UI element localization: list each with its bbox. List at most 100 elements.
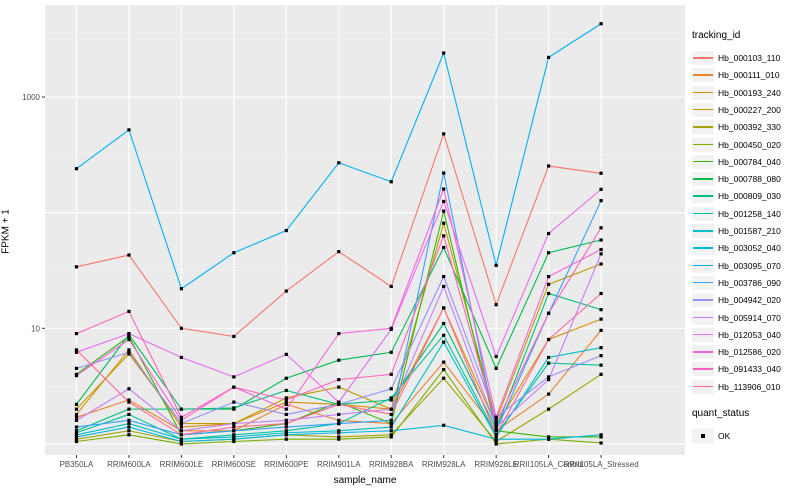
data-point: [442, 284, 446, 289]
quant-ok-key: [692, 429, 714, 443]
data-point: [232, 425, 236, 429]
x-axis-title: sample_name: [333, 475, 397, 486]
data-point: [284, 437, 288, 441]
data-point: [232, 400, 236, 404]
data-point: [442, 245, 446, 250]
data-point: [127, 387, 131, 391]
legend-line-icon: [693, 385, 713, 388]
data-point: [547, 282, 551, 286]
data-point: [179, 415, 183, 419]
data-point: [337, 161, 341, 165]
data-point: [442, 221, 446, 225]
data-point: [284, 412, 288, 417]
data-point: [284, 376, 288, 380]
data-point: [127, 433, 131, 437]
data-point: [599, 372, 603, 376]
data-point: [284, 400, 288, 404]
legend-item-Hb_004942_020: Hb_004942_020: [692, 292, 781, 308]
data-point: [494, 366, 498, 371]
x-tick-label: RRIM600LE: [160, 460, 204, 469]
data-point: [547, 437, 551, 441]
data-point: [547, 251, 551, 255]
data-point: [284, 228, 288, 233]
data-point: [232, 437, 236, 441]
data-point: [389, 180, 393, 184]
data-point: [179, 437, 183, 441]
data-point: [599, 171, 603, 175]
data-point: [442, 306, 446, 310]
data-point: [599, 247, 603, 252]
data-point: [442, 171, 446, 175]
legend-item-Hb_000809_030: Hb_000809_030: [692, 188, 781, 204]
data-point: [442, 340, 446, 344]
data-point: [547, 55, 551, 59]
data-point: [389, 326, 393, 330]
legend-item-label: Hb_000392_330: [718, 122, 781, 133]
legend-item-Hb_012053_040: Hb_012053_040: [692, 327, 781, 343]
data-point: [232, 435, 236, 439]
data-point: [547, 378, 551, 382]
data-point: [337, 378, 341, 382]
x-tick-label: RRII105LA_Stressed: [563, 460, 638, 469]
legend-item-label: Hb_003052_040: [718, 243, 781, 254]
data-point: [599, 435, 603, 439]
data-point: [494, 263, 498, 267]
legend-line-icon: [693, 230, 713, 232]
data-point: [284, 396, 288, 400]
legend-item-label: Hb_000227_200: [718, 104, 781, 115]
data-point: [599, 433, 603, 437]
data-point: [547, 407, 551, 411]
data-point: [337, 400, 341, 404]
legend-item-Hb_003786_090: Hb_003786_090: [692, 275, 781, 291]
data-point: [127, 400, 131, 404]
data-point: [494, 425, 498, 429]
data-point: [599, 226, 603, 230]
legend-title-tracking-id: tracking_id: [692, 30, 741, 41]
data-point: [547, 375, 551, 379]
legend-item-label: Hb_000788_080: [718, 174, 781, 185]
data-point: [179, 326, 183, 330]
data-point: [389, 350, 393, 354]
data-point: [494, 442, 498, 446]
data-point: [337, 250, 341, 254]
x-tick-label: RRIM600PE: [264, 460, 308, 469]
legend-key-swatch: [692, 258, 714, 273]
legend-item-label: Hb_113906_010: [718, 381, 781, 392]
data-point: [232, 385, 236, 389]
legend-item-Hb_000392_330: Hb_000392_330: [692, 119, 781, 135]
legend: tracking_id Hb_000103_110 Hb_000111_010 Hb…: [688, 0, 800, 500]
data-point: [74, 435, 79, 439]
data-point: [337, 385, 341, 389]
legend-item-Hb_091433_040: Hb_091433_040: [692, 361, 781, 377]
data-point: [599, 252, 603, 256]
data-point: [494, 435, 498, 439]
legend-item-label: Hb_000784_040: [718, 156, 781, 167]
legend-item-Hb_113906_010: Hb_113906_010: [692, 379, 780, 395]
data-point: [599, 363, 603, 367]
data-point: [74, 437, 79, 441]
legend-item-Hb_005914_070: Hb_005914_070: [692, 310, 781, 326]
legend-item-Hb_001587_210: Hb_001587_210: [692, 223, 781, 239]
legend-key-swatch: [692, 154, 714, 169]
data-point: [337, 437, 341, 441]
data-point: [547, 435, 551, 439]
data-point: [599, 187, 603, 191]
data-point: [599, 262, 603, 266]
legend-line-icon: [693, 195, 713, 197]
legend-item-Hb_001258_140: Hb_001258_140: [692, 206, 781, 222]
legend-item-label: Hb_004942_020: [718, 295, 781, 306]
data-point: [179, 418, 183, 422]
data-point: [547, 291, 551, 296]
x-tick-label: RRIM928LA: [422, 460, 466, 469]
legend-item-Hb_000450_020: Hb_000450_020: [692, 137, 781, 153]
legend-line-icon: [693, 247, 713, 249]
legend-item-Hb_012586_020: Hb_012586_020: [692, 344, 781, 360]
legend-key-swatch: [692, 51, 714, 65]
data-point: [337, 421, 341, 426]
data-point: [284, 429, 288, 433]
data-point: [74, 418, 79, 422]
data-point: [337, 358, 341, 362]
plot-panel: [45, 5, 685, 455]
data-point: [389, 407, 393, 411]
